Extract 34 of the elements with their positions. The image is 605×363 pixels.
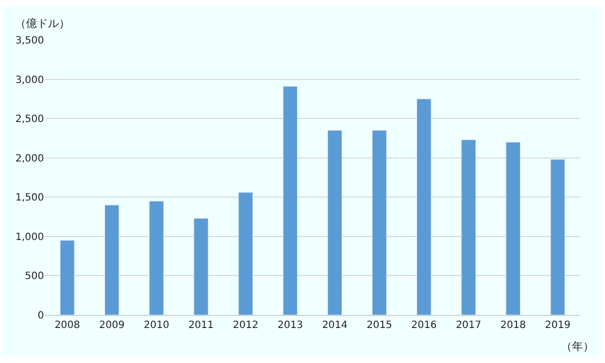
bar [194, 218, 208, 315]
x-tick-label: 2010 [144, 320, 170, 331]
bar [149, 200, 164, 315]
x-tick-label: 2014 [322, 320, 348, 331]
x-tick-label: 2009 [99, 320, 125, 331]
bar [327, 130, 342, 315]
bar [104, 204, 120, 315]
x-tick-label: 2015 [366, 320, 392, 331]
x-tick-label: 2008 [54, 320, 80, 331]
x-tick-label: 2019 [544, 320, 570, 331]
x-tick-label: 2011 [188, 320, 214, 331]
x-tick-label: 2017 [456, 320, 482, 331]
bar [550, 159, 566, 315]
bar [60, 240, 75, 315]
bar [506, 142, 521, 315]
y-tick-label: 500 [24, 271, 44, 282]
bar [461, 140, 476, 315]
y-tick-label: 1,500 [15, 192, 44, 204]
x-axis-title: （年） [561, 340, 594, 353]
bar [372, 130, 387, 315]
bar [416, 98, 432, 315]
y-tick-label: 0 [38, 310, 44, 322]
x-tick-label: 2012 [232, 320, 258, 331]
y-tick-label: 2,500 [15, 114, 44, 126]
y-tick-label: 3,000 [15, 74, 44, 86]
y-tick-label: 1,000 [15, 232, 44, 243]
x-tick-label: 2013 [277, 320, 303, 331]
bar [238, 192, 254, 315]
y-tick-label: 3,500 [15, 36, 44, 46]
x-tick-label: 2016 [411, 320, 437, 331]
bar [282, 86, 298, 315]
x-tick-label: 2018 [500, 320, 526, 331]
y-tick-label: 2,000 [15, 153, 44, 164]
y-axis-title: （億ドル） [15, 17, 70, 30]
